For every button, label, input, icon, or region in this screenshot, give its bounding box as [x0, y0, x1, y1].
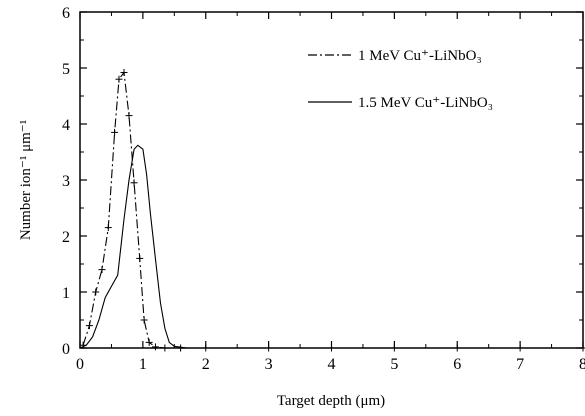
x-tick-label: 5 [390, 356, 398, 373]
x-tick-label: 1 [139, 356, 147, 373]
x-axis-title: Target depth (μm) [277, 393, 385, 409]
data-point [120, 68, 128, 76]
data-point [115, 75, 123, 83]
x-tick-label: 7 [516, 356, 524, 373]
series-line-1 [82, 71, 583, 349]
series-line-2 [79, 144, 583, 349]
y-tick-label: 4 [62, 117, 70, 134]
y-tick-label: 5 [62, 61, 70, 78]
data-point [125, 112, 133, 120]
legend-label-2: 1.5 MeV Cu⁺-LiNbO₃ [358, 95, 493, 111]
data-point [145, 338, 153, 346]
y-tick-label: 1 [62, 285, 70, 302]
data-point [136, 254, 144, 262]
data-point [151, 343, 159, 351]
series-layer [79, 68, 585, 352]
data-point [98, 266, 106, 274]
x-tick-label: 8 [579, 356, 585, 373]
y-tick-label: 0 [62, 341, 70, 358]
data-point [85, 322, 93, 330]
plot-frame [79, 11, 584, 349]
x-axis-ticks: 0 1 2 3 4 5 6 7 8 [76, 12, 585, 373]
x-tick-label: 6 [453, 356, 461, 373]
y-axis-title: Number ion⁻¹ μm⁻¹ [18, 120, 34, 240]
x-tick-label: 4 [328, 356, 336, 373]
data-point [104, 224, 112, 232]
y-tick-label: 6 [62, 5, 70, 22]
x-tick-label: 2 [202, 356, 210, 373]
x-tick-label: 3 [265, 356, 273, 373]
y-tick-label: 3 [62, 173, 70, 190]
data-point [92, 288, 100, 296]
data-point [130, 179, 138, 187]
legend: 1 MeV Cu⁺-LiNbO₃ 1.5 MeV Cu⁺-LiNbO₃ [308, 48, 493, 111]
legend-label-1: 1 MeV Cu⁺-LiNbO₃ [358, 48, 482, 64]
y-axis-ticks: 0 1 2 3 4 5 6 [62, 5, 583, 358]
data-point [161, 344, 169, 352]
data-point [111, 128, 119, 136]
data-point [140, 316, 148, 324]
y-tick-label: 2 [62, 229, 70, 246]
x-tick-label: 0 [76, 356, 84, 373]
